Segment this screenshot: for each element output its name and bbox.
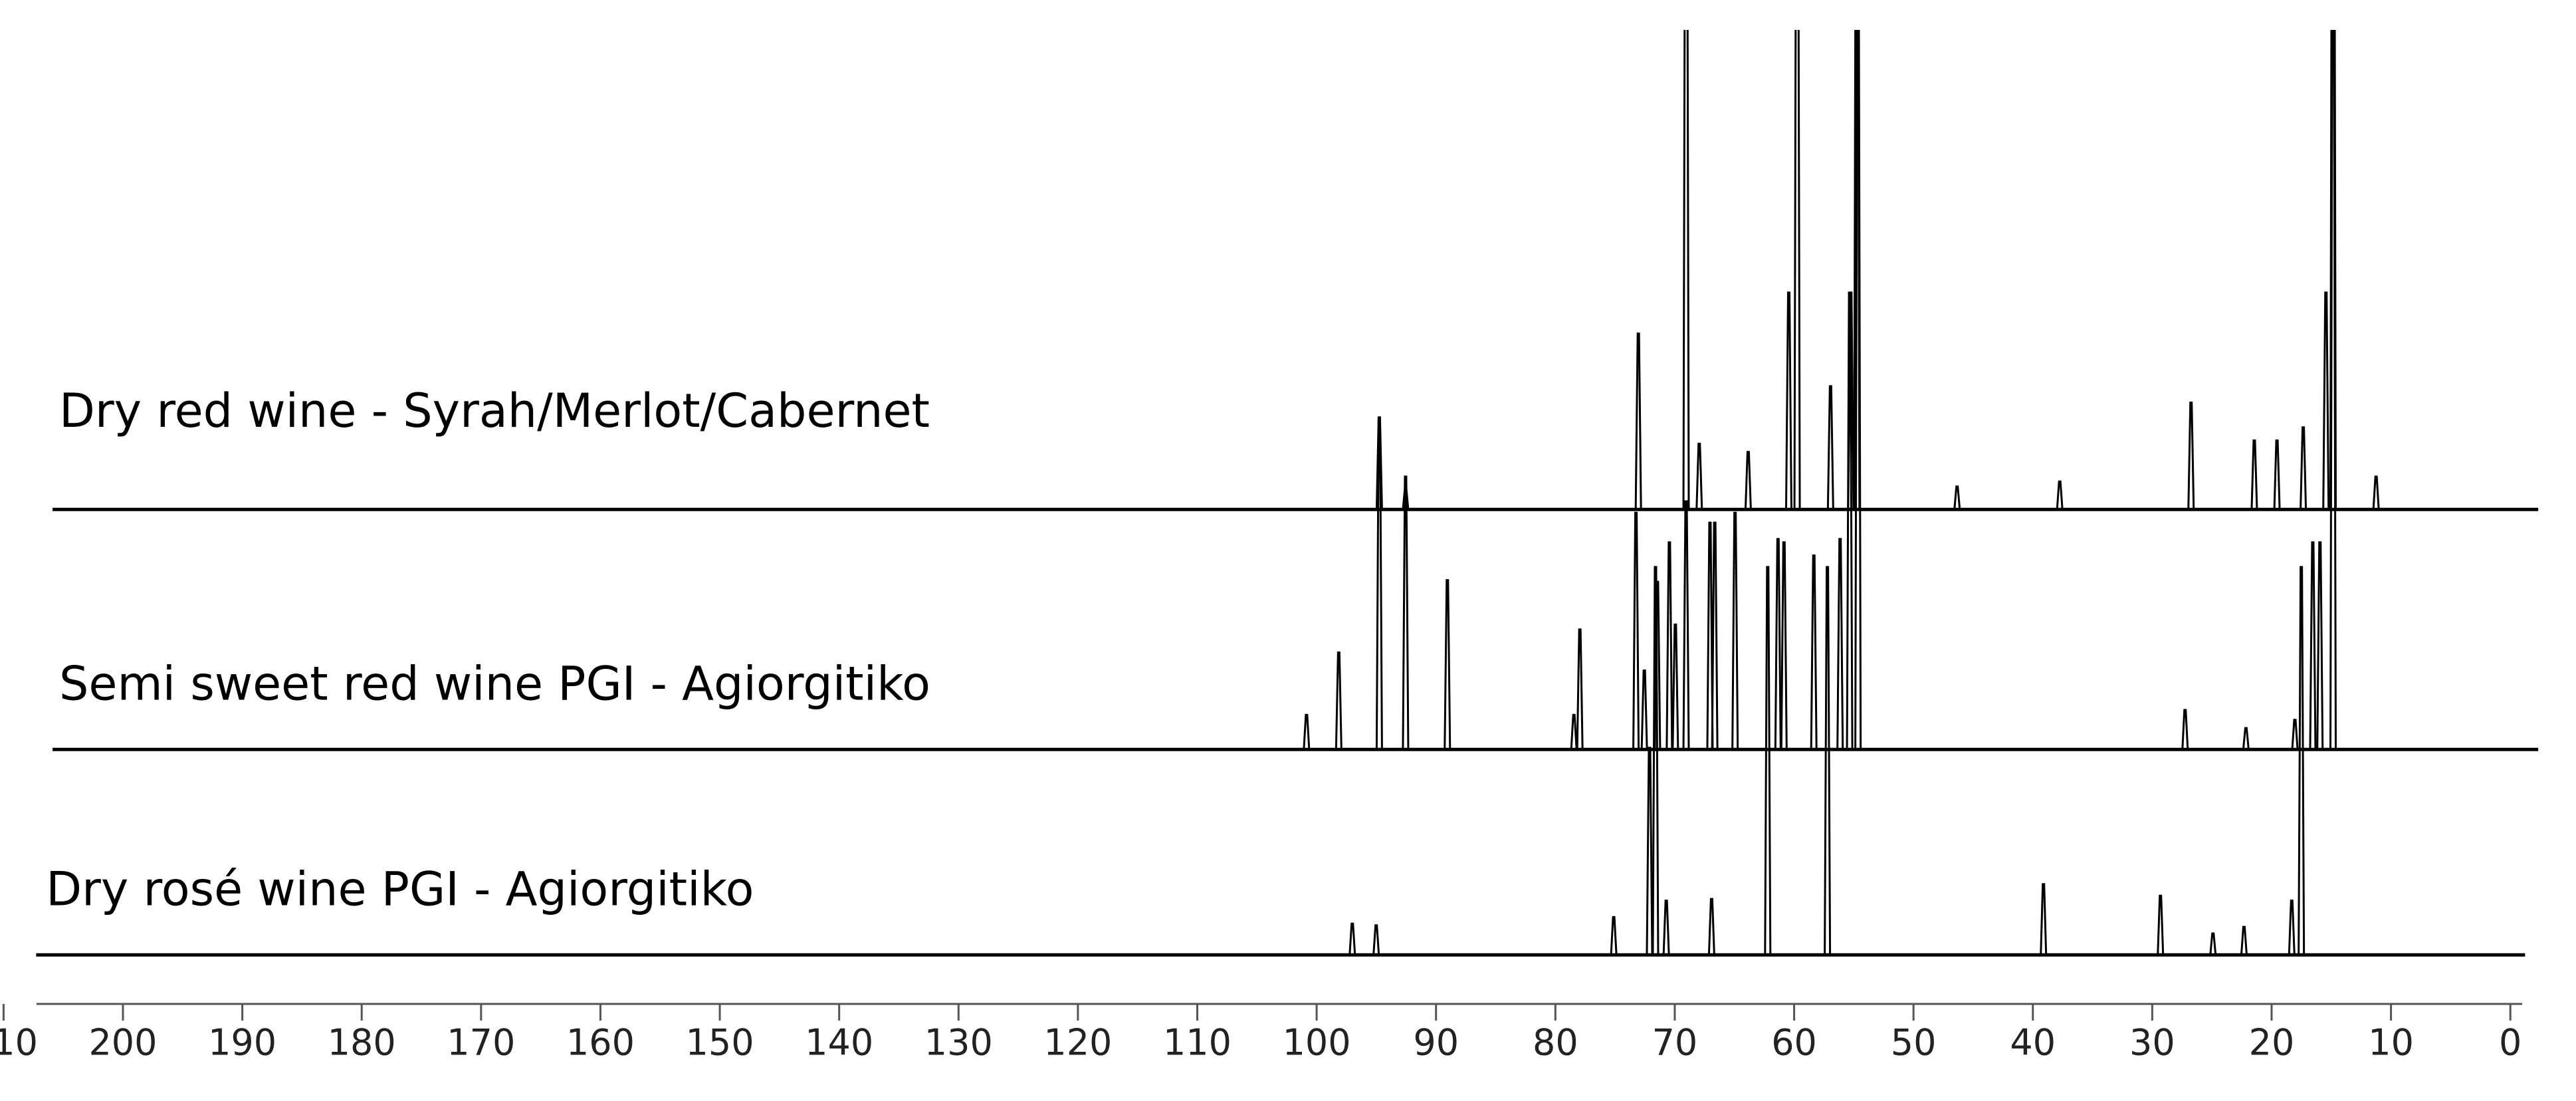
peak xyxy=(2300,426,2308,510)
x-tick-label: 190 xyxy=(208,1022,276,1064)
x-tick-label: 80 xyxy=(1533,1022,1578,1064)
peak xyxy=(1780,541,1788,750)
x-tick-label: 170 xyxy=(447,1022,515,1064)
peak xyxy=(1610,916,1618,955)
x-tick-label: 130 xyxy=(924,1022,993,1064)
series-label: Dry red wine - Syrah/Merlot/Cabernet xyxy=(59,384,930,438)
peak xyxy=(1695,442,1703,510)
peak xyxy=(1375,416,1383,750)
peak xyxy=(2322,291,2330,510)
peak xyxy=(1793,30,1801,510)
peak xyxy=(1402,475,1410,750)
x-tick-label: 100 xyxy=(1283,1022,1351,1064)
peak xyxy=(1671,623,1679,750)
x-tick-label: 50 xyxy=(1891,1022,1937,1064)
peak xyxy=(1731,511,1739,750)
peak xyxy=(1846,291,1854,750)
x-tick-label: 140 xyxy=(805,1022,873,1064)
peak xyxy=(1646,747,1654,955)
peak xyxy=(2242,727,2250,750)
peak xyxy=(2291,719,2299,750)
peak xyxy=(1335,651,1342,750)
x-tick-label: 180 xyxy=(328,1022,396,1064)
peak xyxy=(2187,402,2195,510)
x-tick-label: 90 xyxy=(1413,1022,1459,1064)
peak xyxy=(2298,566,2306,955)
x-tick-label: 200 xyxy=(88,1022,157,1064)
peak xyxy=(1662,900,1670,955)
peak xyxy=(1348,922,1356,955)
x-tick-label: 20 xyxy=(2249,1022,2295,1064)
peak xyxy=(1711,521,1719,750)
x-tick-label: 120 xyxy=(1043,1022,1112,1064)
peak xyxy=(2240,925,2248,955)
peak xyxy=(1634,332,1642,510)
peak xyxy=(2209,932,2217,955)
x-tick-label: 60 xyxy=(1771,1022,1817,1064)
peak xyxy=(1826,385,1834,510)
x-tick-label: 210 xyxy=(0,1022,38,1064)
peak xyxy=(1764,566,1772,955)
series-label: Dry rosé wine PGI - Agiorgitiko xyxy=(46,862,754,916)
peak xyxy=(2316,541,2324,750)
peak xyxy=(1836,538,1844,750)
peak xyxy=(2288,900,2296,955)
series-label: Semi sweet red wine PGI - Agiorgitiko xyxy=(59,656,930,711)
peak xyxy=(1640,670,1648,750)
x-tick-label: 10 xyxy=(2368,1022,2414,1064)
peak xyxy=(1652,566,1660,955)
peak xyxy=(1824,566,1832,955)
peak xyxy=(1372,924,1380,955)
peak xyxy=(1744,451,1752,510)
peak xyxy=(1444,579,1451,750)
peak xyxy=(1682,500,1690,750)
peak xyxy=(2250,439,2258,510)
peak xyxy=(1682,30,1690,510)
peak xyxy=(2056,480,2064,510)
peak xyxy=(1774,538,1782,750)
peak xyxy=(1707,898,1715,955)
peak xyxy=(1784,291,1792,510)
peak xyxy=(1632,511,1640,750)
peak xyxy=(1303,713,1311,750)
peak xyxy=(1953,485,1961,510)
x-tick-label: 70 xyxy=(1652,1022,1698,1064)
peak xyxy=(1665,541,1673,750)
peak xyxy=(1570,713,1578,750)
x-tick-label: 150 xyxy=(686,1022,754,1064)
peak xyxy=(2329,30,2337,750)
peak xyxy=(2181,709,2189,750)
plot-area xyxy=(36,30,2539,957)
x-tick-label: 40 xyxy=(2010,1022,2056,1064)
peak xyxy=(2157,894,2165,955)
peak xyxy=(1854,30,1862,750)
peak xyxy=(2309,541,2317,750)
peak xyxy=(1810,554,1818,750)
peak xyxy=(2040,883,2048,955)
x-tick-label: 0 xyxy=(2499,1022,2522,1064)
peak xyxy=(1706,521,1714,750)
x-tick-label: 110 xyxy=(1163,1022,1232,1064)
x-tick-label: 160 xyxy=(566,1022,635,1064)
peak xyxy=(2273,439,2281,510)
peak xyxy=(1576,628,1584,750)
x-tick-label: 30 xyxy=(2129,1022,2175,1064)
peak xyxy=(2372,475,2380,510)
